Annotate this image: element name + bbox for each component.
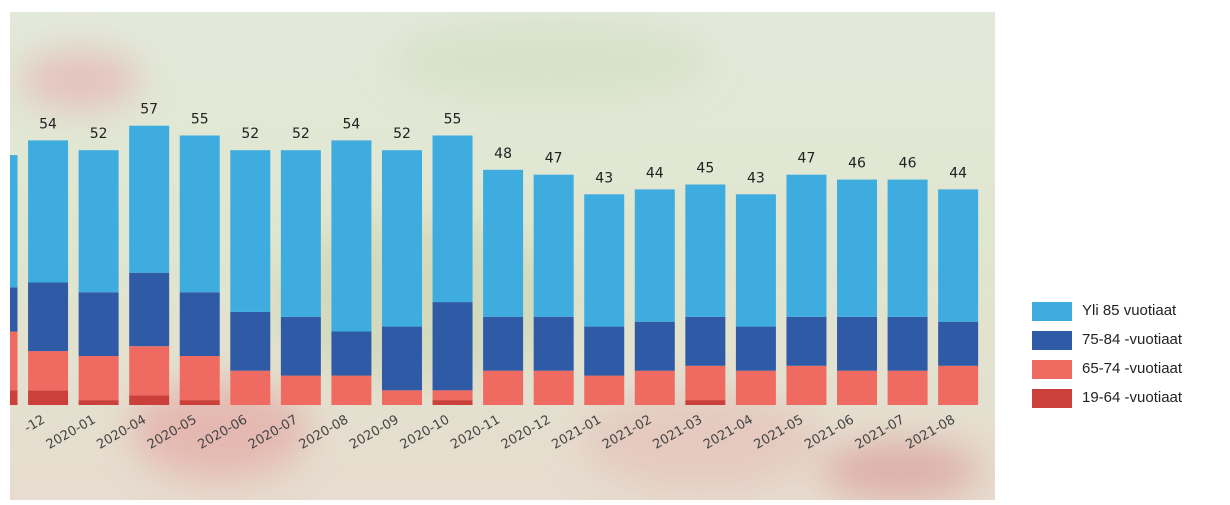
bar-segment (634, 370, 675, 405)
bar-segment (28, 390, 69, 405)
bar-segment (735, 194, 776, 327)
bar-segment (230, 150, 271, 312)
bar-segment (432, 135, 473, 303)
total-label: 54 (39, 116, 57, 132)
bar-segment (129, 125, 170, 273)
bar-segment (685, 365, 726, 401)
legend-swatch (1032, 389, 1072, 408)
bar-segment (78, 292, 119, 356)
total-label: 46 (848, 156, 866, 172)
total-label: 54 (343, 116, 361, 132)
total-label: 55 (444, 112, 462, 128)
bar-segment (129, 272, 170, 347)
bar-segment (432, 400, 473, 405)
total-label: 52 (90, 126, 108, 142)
total-label: 43 (747, 170, 765, 186)
total-label: 52 (241, 126, 259, 142)
total-label: 57 (140, 102, 158, 118)
bar-segment (28, 351, 69, 391)
bar-segment (129, 395, 170, 405)
bar-segment (280, 316, 321, 376)
bar-segment (938, 365, 979, 405)
bar-segment (331, 331, 372, 376)
bar-segment (331, 140, 372, 332)
bar-segment (938, 189, 979, 322)
bar-segment (381, 326, 422, 391)
bar-segment (887, 316, 928, 371)
legend-label: 19-64 -vuotiaat (1082, 389, 1183, 406)
legend: Yli 85 vuotiaat 75-84 -vuotiaat 65-74 -vuo… (1032, 302, 1183, 408)
bar-segment (10, 155, 18, 288)
bar-segment (10, 287, 18, 332)
bar-segment (179, 292, 220, 356)
bar-segment (179, 400, 220, 405)
legend-swatch (1032, 360, 1072, 379)
bar-segment (786, 316, 827, 366)
bar-segment (786, 365, 827, 405)
bar-segment (280, 150, 321, 317)
total-label: 47 (545, 151, 563, 167)
bar-segment (28, 282, 69, 352)
total-label: 46 (899, 156, 917, 172)
legend-swatch (1032, 302, 1072, 321)
bar-segment (685, 316, 726, 366)
bar-segment (28, 140, 69, 283)
total-label: 47 (798, 151, 816, 167)
bar-segment (331, 375, 372, 405)
total-label: 45 (696, 161, 714, 177)
legend-swatch (1032, 331, 1072, 350)
bar-segment (280, 375, 321, 405)
total-label: 52 (292, 126, 310, 142)
bar-segment (533, 174, 574, 317)
bar-segment (735, 370, 776, 405)
bar-segment (78, 150, 119, 293)
bar-segment (483, 316, 524, 371)
bar-segment (938, 321, 979, 366)
bar-segment (432, 390, 473, 401)
bar-segment (381, 390, 422, 405)
bar-segment (887, 179, 928, 317)
total-label: 48 (494, 146, 512, 162)
total-label: 44 (646, 165, 664, 181)
bar-segment (179, 135, 220, 293)
bar-segment (432, 302, 473, 391)
bar-segment (634, 321, 675, 371)
bar-segment (634, 189, 675, 322)
bar-segment (230, 311, 271, 371)
bar-segment (887, 370, 928, 405)
bar-segment (584, 194, 625, 327)
bar-segment (533, 370, 574, 405)
bar-segment (786, 174, 827, 317)
legend-label: 75-84 -vuotiaat (1082, 331, 1183, 348)
bar-segment (230, 370, 271, 405)
bar-segment (179, 356, 220, 401)
bar-segment (584, 326, 625, 376)
legend-label: Yli 85 vuotiaat (1082, 302, 1177, 319)
bar-segment (10, 331, 18, 391)
bar-segment (381, 150, 422, 327)
total-label: 43 (595, 170, 613, 186)
total-label: 44 (949, 165, 967, 181)
bar-segment (837, 370, 878, 405)
bar-segment (483, 169, 524, 317)
bar-segment (129, 346, 170, 396)
bar-segment (533, 316, 574, 371)
bar-segment (685, 184, 726, 317)
total-label: 52 (393, 126, 411, 142)
bar-segment (837, 179, 878, 317)
bar-segment (685, 400, 726, 405)
legend-label: 65-74 -vuotiaat (1082, 360, 1183, 377)
bar-segment (78, 400, 119, 405)
bar-segment (78, 356, 119, 401)
bar-segment (735, 326, 776, 371)
bar-segment (584, 375, 625, 405)
bar-segment (483, 370, 524, 405)
plot-area: 54-12522020-01572020-04552020-05522020-0… (10, 12, 995, 500)
bar-segment (10, 390, 18, 405)
total-label: 55 (191, 112, 209, 128)
bar-segment (837, 316, 878, 371)
